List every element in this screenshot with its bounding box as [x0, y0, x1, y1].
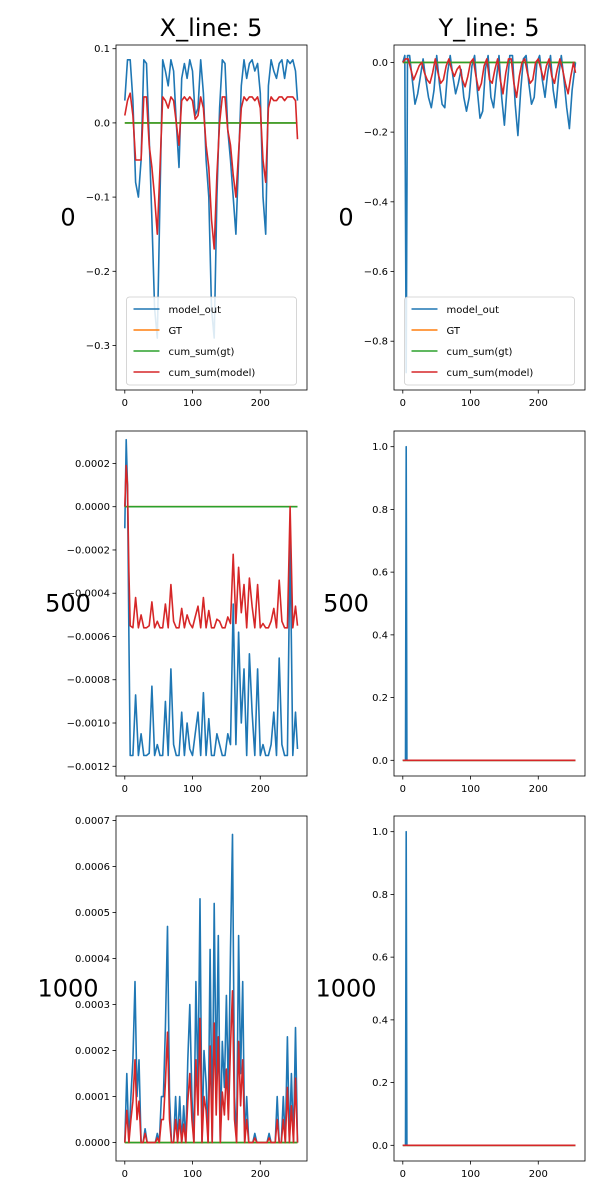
row-label: 1000 — [315, 975, 376, 1003]
y-tick-label: 0.8 — [372, 505, 388, 516]
axes-frame — [393, 815, 586, 1162]
legend-label: cum_sum(gt) — [169, 347, 235, 358]
subplot-2-1: 0 100 200 1.0 0.8 0.6 0.4 0.2 0.0 1000 — [315, 815, 586, 1180]
y-tick-label: 0.0002 — [75, 1046, 110, 1057]
legend-label: model_out — [169, 305, 222, 316]
row-label: 500 — [323, 590, 369, 618]
row-label: 0 — [338, 204, 353, 232]
y-tick-label: 0.4 — [372, 630, 388, 641]
legend-label: cum_sum(model) — [447, 368, 534, 379]
y-tick-label: 0.0 — [94, 118, 110, 129]
x-tick-label: 200 — [251, 784, 270, 795]
y-tick-label: −0.4 — [364, 197, 388, 208]
y-tick-label: 0.0000 — [75, 1138, 110, 1149]
y-tick-label: −0.0008 — [67, 675, 110, 686]
series-line-model_out — [124, 438, 299, 757]
y-tick-label: 0.0 — [372, 1141, 388, 1152]
y-tick-label: 0.0 — [372, 756, 388, 767]
y-tick-label: 0.4 — [372, 1015, 388, 1026]
y-tick-label: 0.0006 — [75, 862, 110, 873]
x-tick-label: 0 — [400, 398, 406, 409]
column-title-y-line: Y_line: 5 — [438, 14, 540, 42]
y-tick-label: −0.8 — [364, 337, 388, 348]
legend-label: GT — [447, 326, 461, 337]
y-tick-label: −0.0004 — [67, 589, 110, 600]
x-tick-label: 200 — [251, 398, 270, 409]
y-tick-label: 0.0000 — [75, 502, 110, 513]
x-tick-label: 200 — [529, 784, 548, 795]
x-tick-label: 100 — [183, 398, 202, 409]
column-title-x-line: X_line: 5 — [160, 14, 263, 42]
y-tick-label: −0.0002 — [67, 545, 110, 556]
subplot-0-0: 0 100 200 0.1 0.0 −0.1 −0.2 −0.3 0 model_out GT cum… — [60, 44, 308, 409]
y-tick-label: 0.0005 — [75, 908, 110, 919]
y-tick-label: −0.1 — [86, 193, 110, 204]
y-tick-label: −0.0010 — [67, 719, 110, 730]
row-label: 500 — [45, 590, 91, 618]
x-tick-label: 100 — [461, 784, 480, 795]
y-tick-label: 0.6 — [372, 568, 388, 579]
y-tick-label: −0.0012 — [67, 762, 110, 773]
y-tick-label: 0.1 — [94, 44, 110, 55]
x-tick-label: 200 — [529, 398, 548, 409]
subplot-1-0: 0 100 200 0.0002 0.0000 −0.0002 −0.0004 −0.0006… — [45, 430, 308, 795]
subplot-2-0: 0 100 200 0.0007 0.0006 0.0005 0.0004 0.0003 0.0… — [37, 815, 308, 1180]
y-tick-label: 0.0001 — [75, 1092, 110, 1103]
axes-frame — [393, 430, 586, 777]
subplot-grid: 0 100 200 0.1 0.0 −0.1 −0.2 −0.3 0 model_out GT cum… — [37, 44, 586, 1180]
y-tick-label: 0.0004 — [75, 954, 110, 965]
x-tick-label: 200 — [251, 1169, 270, 1180]
y-tick-label: 0.0007 — [75, 816, 110, 827]
x-tick-label: 100 — [461, 398, 480, 409]
x-tick-label: 0 — [400, 1169, 406, 1180]
row-label: 1000 — [37, 975, 98, 1003]
axes-frame — [115, 815, 308, 1162]
axes-frame — [115, 44, 308, 391]
x-tick-label: 100 — [183, 1169, 202, 1180]
series-line-cum_sum_model — [124, 464, 299, 629]
subplot-1-1: 0 100 200 1.0 0.8 0.6 0.4 0.2 0.0 500 — [323, 430, 586, 795]
legend-label: model_out — [447, 305, 500, 316]
x-tick-label: 100 — [183, 784, 202, 795]
y-tick-label: 0.2 — [372, 1078, 388, 1089]
y-tick-label: 0.0002 — [75, 459, 110, 470]
axes-frame — [115, 430, 308, 777]
x-tick-label: 200 — [529, 1169, 548, 1180]
y-tick-label: 0.0 — [372, 58, 388, 69]
y-tick-label: −0.3 — [86, 341, 110, 352]
y-tick-label: 0.6 — [372, 953, 388, 964]
x-tick-label: 0 — [122, 784, 128, 795]
legend-label: cum_sum(model) — [169, 368, 256, 379]
x-tick-label: 0 — [400, 784, 406, 795]
y-tick-label: 1.0 — [372, 827, 388, 838]
x-tick-label: 0 — [122, 398, 128, 409]
legend-label: GT — [169, 326, 183, 337]
legend: model_out GT cum_sum(gt) cum_sum(model) — [126, 296, 297, 386]
y-tick-label: −0.2 — [86, 267, 110, 278]
y-tick-label: 1.0 — [372, 442, 388, 453]
legend-label: cum_sum(gt) — [447, 347, 513, 358]
series-line-cum_sum_model — [402, 58, 577, 99]
x-tick-label: 100 — [461, 1169, 480, 1180]
series-line-cum_sum_model — [124, 92, 299, 250]
y-tick-label: −0.6 — [364, 267, 388, 278]
row-label: 0 — [60, 204, 75, 232]
y-tick-label: 0.8 — [372, 890, 388, 901]
subplot-0-1: 0 100 200 0.0 −0.2 −0.4 −0.6 −0.8 0 model_out GT cu… — [338, 44, 586, 409]
y-tick-label: 0.2 — [372, 693, 388, 704]
x-tick-label: 0 — [122, 1169, 128, 1180]
legend: model_out GT cum_sum(gt) cum_sum(model) — [404, 296, 575, 386]
series-line-cum_sum_model — [124, 989, 299, 1144]
y-tick-label: −0.2 — [364, 128, 388, 139]
axes-frame — [393, 44, 586, 391]
y-tick-label: −0.0006 — [67, 632, 110, 643]
y-tick-label: 0.0003 — [75, 1000, 110, 1011]
legend-box — [126, 296, 297, 386]
legend-box — [404, 296, 575, 386]
